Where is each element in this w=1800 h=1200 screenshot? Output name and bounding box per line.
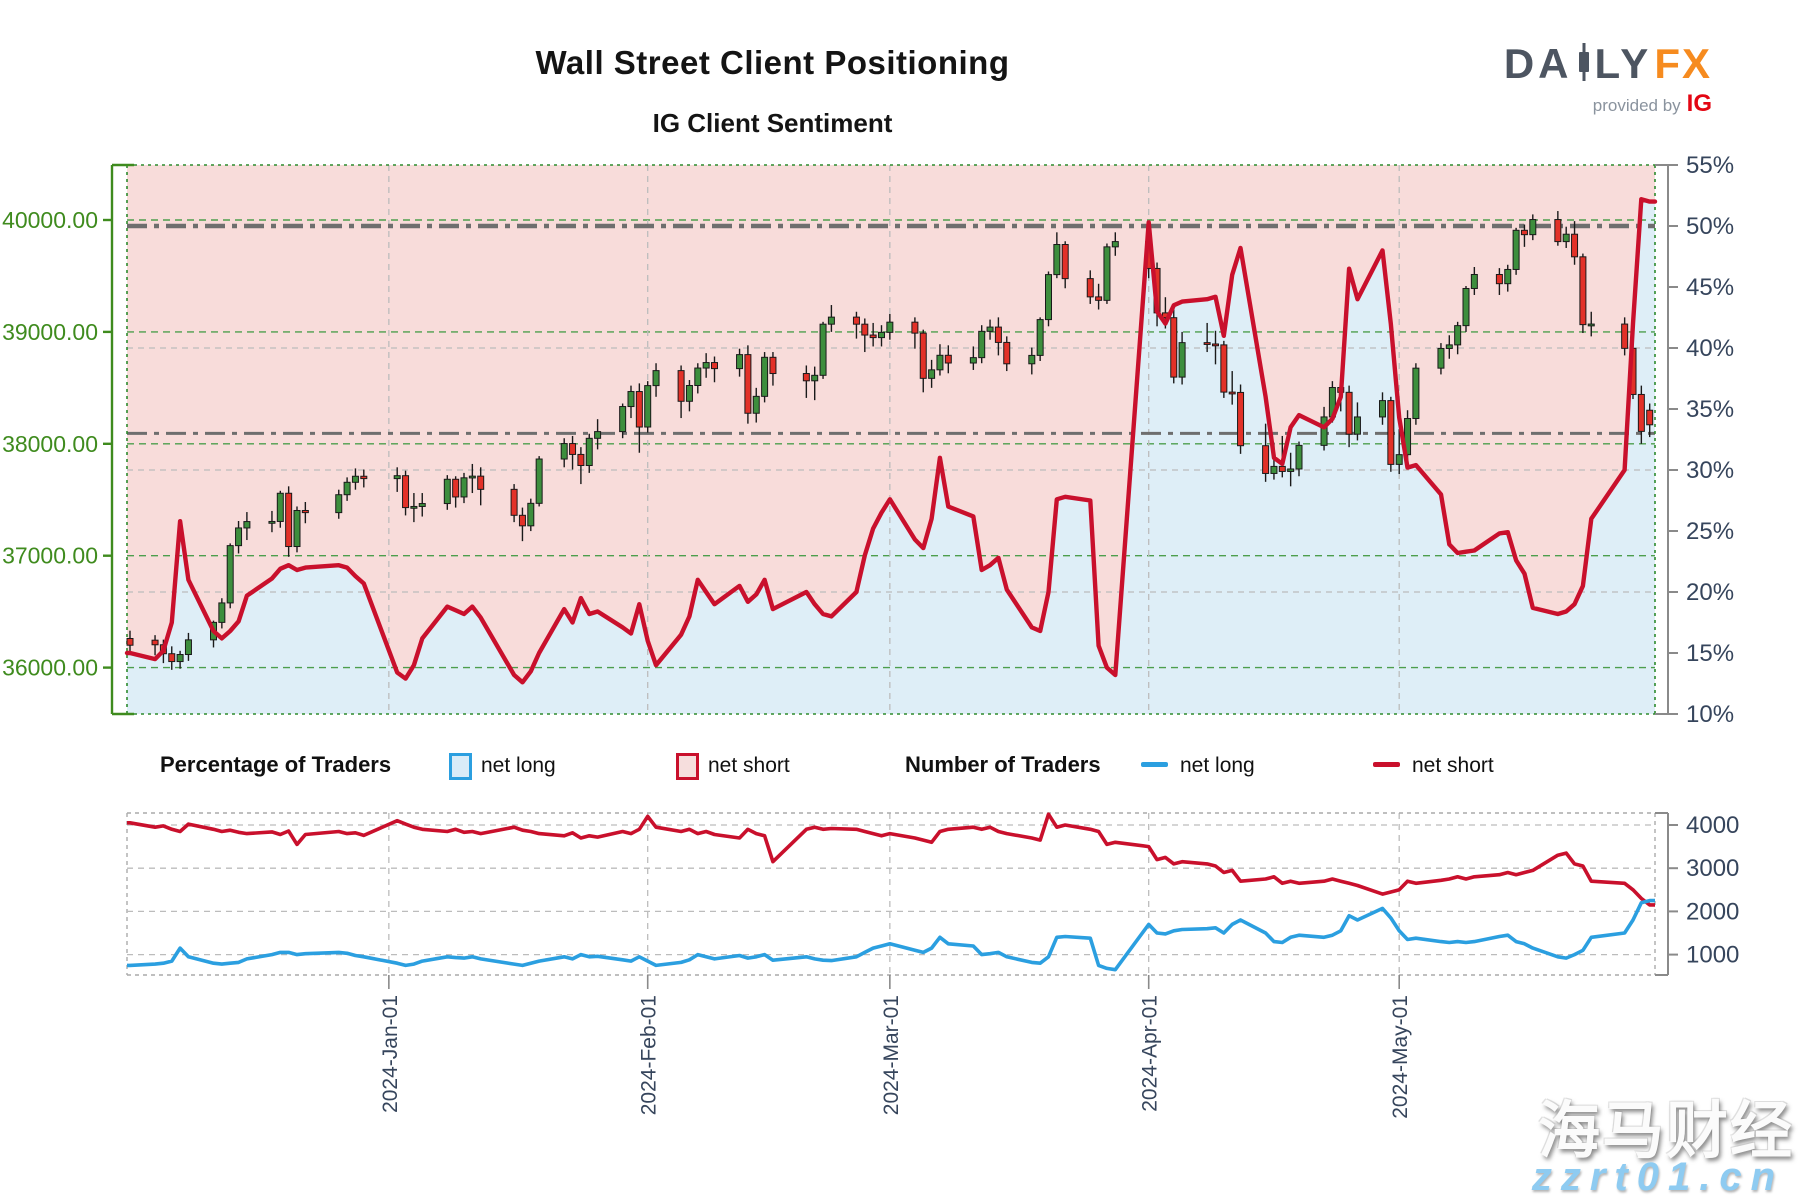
svg-text:37000.00: 37000.00 <box>2 543 98 569</box>
page-title: Wall Street Client Positioning <box>535 44 1010 81</box>
svg-text:50%: 50% <box>1686 213 1734 240</box>
svg-text:2024-May-01: 2024-May-01 <box>1389 995 1412 1119</box>
pct-net-long-label: net long <box>481 754 556 777</box>
legend-number-title: Number of Traders <box>905 752 1101 777</box>
svg-text:38000.00: 38000.00 <box>2 431 98 457</box>
pct-net-long-swatch-icon <box>449 753 472 780</box>
svg-text:39000.00: 39000.00 <box>2 319 98 345</box>
svg-text:2024-Mar-01: 2024-Mar-01 <box>880 995 903 1115</box>
svg-text:36000.00: 36000.00 <box>2 655 98 681</box>
legend-percentage-title: Percentage of Traders <box>160 752 392 777</box>
num-net-long-line-icon <box>1141 762 1168 767</box>
svg-text:35%: 35% <box>1686 396 1734 423</box>
svg-text:2024-Feb-01: 2024-Feb-01 <box>638 995 661 1115</box>
watermark-brand: 海马财经 <box>1537 1097 1794 1166</box>
svg-text:55%: 55% <box>1686 152 1734 179</box>
svg-text:40000.00: 40000.00 <box>2 207 98 233</box>
num-net-long-label: net long <box>1180 754 1255 777</box>
logo-text-da: DA <box>1503 40 1573 87</box>
svg-text:25%: 25% <box>1686 518 1734 545</box>
svg-text:4000: 4000 <box>1686 812 1739 839</box>
logo-text-fx: FX <box>1654 40 1712 87</box>
svg-text:3000: 3000 <box>1686 855 1739 882</box>
svg-text:2024-Apr-01: 2024-Apr-01 <box>1139 995 1162 1112</box>
ig-logo: IG <box>1686 90 1712 117</box>
num-net-short-label: net short <box>1412 754 1494 777</box>
svg-text:30%: 30% <box>1686 457 1734 484</box>
pct-net-short-swatch-icon <box>676 753 699 780</box>
svg-text:1000: 1000 <box>1686 942 1739 969</box>
num-net-short-line-icon <box>1373 762 1400 767</box>
svg-text:45%: 45% <box>1686 274 1734 301</box>
svg-text:20%: 20% <box>1686 579 1734 606</box>
watermark-url: zzrt01.cn <box>1531 1155 1784 1199</box>
svg-text:2000: 2000 <box>1686 898 1739 925</box>
candlestick-icon <box>1577 42 1591 86</box>
svg-text:10%: 10% <box>1686 701 1734 728</box>
logo-text-ly: LY <box>1594 40 1653 87</box>
svg-text:40%: 40% <box>1686 335 1734 362</box>
svg-text:2024-Jan-01: 2024-Jan-01 <box>379 995 402 1113</box>
pct-net-short-label: net short <box>708 754 790 777</box>
chart-subtitle: IG Client Sentiment <box>652 108 893 138</box>
dailyfx-logo: DA LY FX provided by IG <box>1504 40 1712 118</box>
logo-tagline: provided by <box>1592 96 1681 115</box>
svg-text:15%: 15% <box>1686 640 1734 667</box>
